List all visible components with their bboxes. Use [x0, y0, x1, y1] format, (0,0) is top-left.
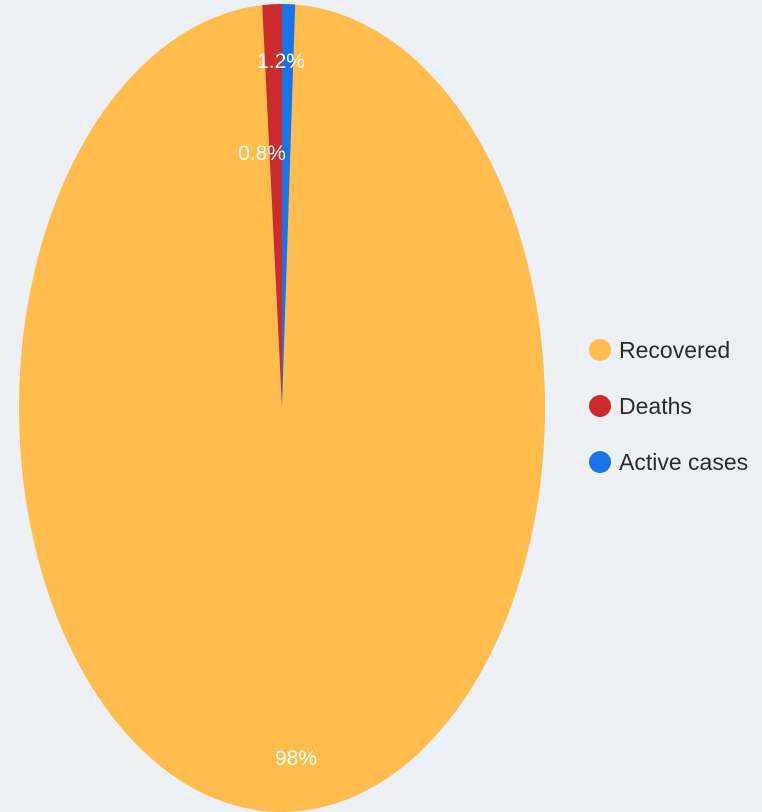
data-label-active-cases: 0.8% [238, 142, 286, 165]
pie-data-labels: 98% 1.2% 0.8% [238, 50, 317, 770]
legend-item-recovered[interactable]: Recovered [589, 336, 759, 364]
legend-swatch-active-cases [589, 451, 611, 473]
legend-swatch-recovered [589, 339, 611, 361]
legend-label-active-cases: Active cases [619, 448, 749, 475]
legend: Recovered Deaths Active cases [589, 336, 759, 476]
legend-item-deaths[interactable]: Deaths [589, 392, 759, 420]
legend-label-recovered: Recovered [619, 336, 731, 363]
pie-slice-recovered[interactable] [19, 4, 545, 812]
pie-slices [19, 4, 545, 812]
legend-swatch-deaths [589, 395, 611, 417]
data-label-deaths: 1.2% [257, 50, 305, 73]
pie-slice-active-cases[interactable] [282, 4, 296, 408]
legend-item-active-cases[interactable]: Active cases [589, 448, 759, 476]
data-label-recovered: 98% [275, 747, 317, 770]
pie-slice-deaths[interactable] [262, 4, 282, 408]
legend-label-deaths: Deaths [619, 392, 692, 419]
